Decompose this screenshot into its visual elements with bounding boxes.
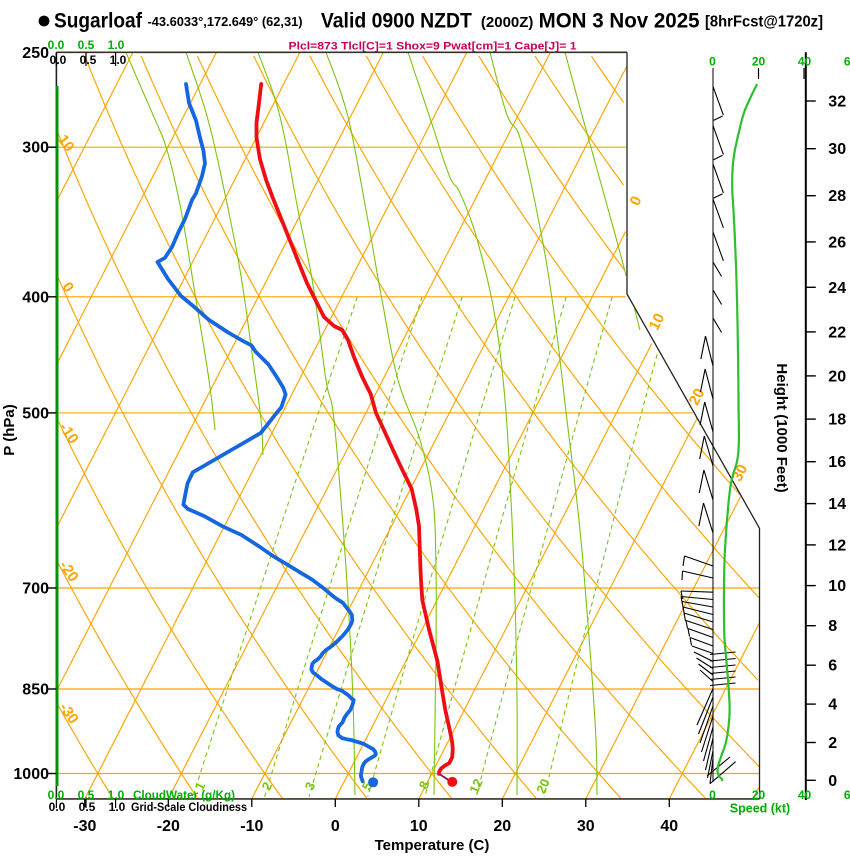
svg-text:0.5: 0.5: [80, 53, 97, 67]
svg-text:-43.6033°,172.649° (62,31): -43.6033°,172.649° (62,31): [148, 14, 303, 29]
svg-text:18: 18: [828, 412, 846, 429]
svg-text:28: 28: [828, 188, 846, 205]
svg-text:40: 40: [798, 788, 812, 802]
svg-text:30: 30: [577, 818, 595, 835]
svg-text:40: 40: [660, 818, 678, 835]
svg-text:8: 8: [828, 618, 837, 635]
svg-text:60: 60: [844, 55, 850, 69]
svg-text:0: 0: [709, 788, 716, 802]
svg-text:4: 4: [828, 697, 837, 714]
svg-text:26: 26: [828, 234, 846, 251]
svg-text:1.0: 1.0: [108, 38, 125, 52]
svg-text:0.0: 0.0: [49, 800, 66, 814]
svg-text:Height (1000 Feet): Height (1000 Feet): [773, 363, 790, 492]
svg-text:1.0: 1.0: [110, 53, 127, 67]
svg-text:0.5: 0.5: [78, 788, 95, 802]
svg-text:0.5: 0.5: [78, 38, 95, 52]
svg-text:P (hPa): P (hPa): [1, 404, 18, 455]
svg-text:20: 20: [493, 818, 511, 835]
svg-text:MON 3 Nov 2025: MON 3 Nov 2025: [539, 10, 700, 33]
svg-text:0: 0: [709, 55, 716, 69]
svg-text:Temperature (C): Temperature (C): [375, 837, 490, 854]
svg-text:Speed (kt): Speed (kt): [730, 802, 790, 816]
svg-text:10: 10: [828, 578, 846, 595]
svg-text:850: 850: [22, 682, 49, 699]
svg-text:10: 10: [410, 818, 428, 835]
svg-text:20: 20: [828, 368, 846, 385]
svg-text:22: 22: [828, 324, 846, 341]
svg-text:0: 0: [331, 818, 340, 835]
svg-text:20: 20: [686, 386, 709, 409]
svg-text:-20: -20: [157, 818, 180, 835]
svg-text:[8hrFcst@1720z]: [8hrFcst@1720z]: [705, 14, 823, 31]
svg-text:16: 16: [828, 454, 846, 471]
svg-text:1000: 1000: [13, 766, 49, 783]
svg-text:10: 10: [646, 311, 669, 334]
svg-text:0.0: 0.0: [48, 38, 65, 52]
svg-text:0.0: 0.0: [48, 788, 65, 802]
svg-text:0.5: 0.5: [79, 800, 96, 814]
svg-text:6: 6: [828, 658, 837, 675]
svg-text:400: 400: [22, 289, 49, 306]
svg-text:250: 250: [22, 45, 49, 62]
svg-text:60: 60: [844, 788, 850, 802]
svg-text:10: 10: [54, 132, 77, 155]
svg-text:-10: -10: [240, 818, 263, 835]
svg-text:2: 2: [828, 735, 837, 752]
svg-text:20: 20: [752, 788, 766, 802]
svg-text:0.0: 0.0: [50, 53, 67, 67]
svg-text:32: 32: [828, 94, 846, 111]
svg-text:14: 14: [828, 496, 846, 513]
svg-text:1.0: 1.0: [109, 800, 126, 814]
svg-text:Grid-Scale Cloudiness: Grid-Scale Cloudiness: [131, 800, 247, 814]
svg-text:CloudWater (g/Kg): CloudWater (g/Kg): [133, 788, 235, 802]
svg-text:700: 700: [22, 581, 49, 598]
svg-text:20: 20: [533, 776, 553, 795]
svg-text:30: 30: [828, 141, 846, 158]
svg-text:24: 24: [828, 280, 846, 297]
svg-text:0: 0: [828, 773, 837, 790]
svg-text:Plcl=873 Tlcl[C]=1 Shox=9 Pwat: Plcl=873 Tlcl[C]=1 Shox=9 Pwat[cm]=1 Cap…: [289, 41, 577, 53]
svg-text:300: 300: [22, 140, 49, 157]
svg-text:12: 12: [828, 537, 846, 554]
svg-text:20: 20: [752, 55, 766, 69]
svg-text:-30: -30: [73, 818, 96, 835]
svg-text:40: 40: [798, 55, 812, 69]
svg-text:1.0: 1.0: [108, 788, 125, 802]
svg-text:500: 500: [22, 405, 49, 422]
svg-text:(2000Z): (2000Z): [481, 14, 534, 31]
svg-text:Sugarloaf: Sugarloaf: [54, 10, 142, 33]
svg-text:Valid 0900 NZDT: Valid 0900 NZDT: [321, 10, 472, 33]
svg-text:12: 12: [466, 776, 486, 795]
